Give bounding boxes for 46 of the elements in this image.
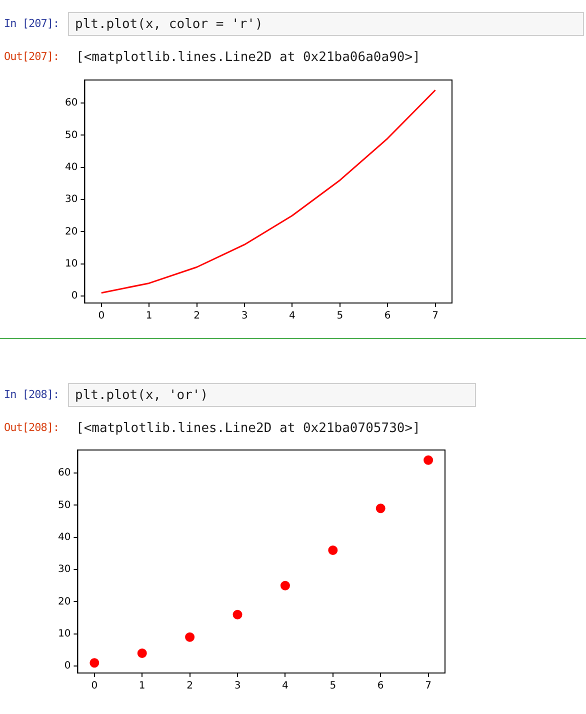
- x-tick-label: 6: [384, 310, 391, 322]
- text: plt.plot(x, 'or'): [68, 383, 476, 407]
- y-tick-label: 20: [64, 226, 78, 238]
- y-tick-label: 20: [58, 596, 71, 608]
- x-tick-label: 3: [241, 310, 248, 322]
- y-tick-label: 30: [64, 194, 78, 206]
- y-tick-label: 40: [58, 532, 71, 543]
- x-tick-label: 5: [330, 680, 336, 692]
- x-tick-label: 7: [432, 310, 438, 322]
- x-tick-label: 1: [146, 310, 152, 322]
- text: [<matplotlib.lines.Line2D at 0x21ba0705730>]: [76, 421, 420, 436]
- y-tick-label: 50: [64, 130, 78, 141]
- y-tick-label: 0: [71, 290, 78, 302]
- x-tick-label: 4: [282, 680, 288, 692]
- text: [<matplotlib.lines.Line2D at 0x21ba06a0a90>]: [76, 50, 420, 65]
- x-tick-label: 2: [194, 310, 200, 322]
- text: In [207]:: [4, 17, 60, 30]
- text: Out[207]:: [4, 50, 60, 63]
- point: [280, 580, 290, 590]
- point: [376, 504, 386, 514]
- x-tick-label: 0: [98, 310, 105, 322]
- y-tick-label: 10: [64, 258, 78, 270]
- point: [90, 658, 100, 668]
- y-tick-label: 60: [64, 98, 78, 109]
- point: [232, 610, 242, 620]
- point: [424, 455, 434, 465]
- x-tick-label: 3: [234, 680, 241, 692]
- x-tick-label: 1: [138, 680, 146, 692]
- y-tick-label: 0: [64, 660, 71, 672]
- x-tick-label: 4: [289, 310, 296, 322]
- text: In [208]:: [4, 388, 60, 401]
- point: [328, 545, 338, 555]
- x-tick-label: 5: [336, 310, 344, 322]
- y-tick-label: 40: [64, 162, 78, 173]
- point: [185, 632, 195, 642]
- y-tick-label: 50: [58, 500, 71, 511]
- text: Out[208]:: [4, 421, 60, 434]
- y-tick-label: 10: [58, 628, 71, 640]
- y-tick-label: 60: [58, 468, 71, 479]
- x-tick-label: 7: [425, 680, 432, 692]
- x-tick-label: 2: [186, 680, 194, 692]
- text: plt.plot(x, color = 'r'): [68, 12, 584, 36]
- y-tick-label: 30: [58, 564, 71, 576]
- x-tick-label: 0: [91, 680, 98, 692]
- x-tick-label: 6: [377, 680, 384, 692]
- point: [137, 648, 147, 658]
